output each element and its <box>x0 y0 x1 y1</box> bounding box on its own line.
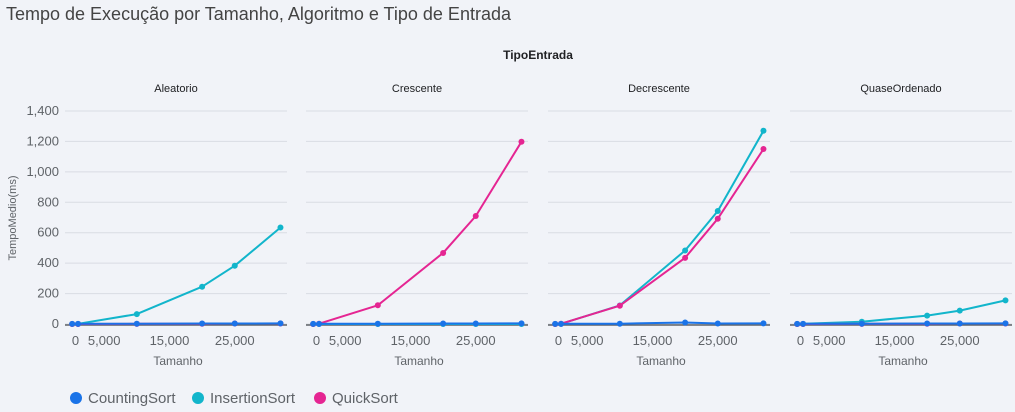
data-point-QuickSort <box>518 138 525 145</box>
x-tick-label: 15,000 <box>633 333 673 348</box>
data-point-QuickSort <box>714 215 721 222</box>
series-line-CountingSort <box>555 321 764 325</box>
series-line-QuickSort <box>555 148 765 325</box>
y-tick-label: 400 <box>37 255 59 270</box>
data-point-InsertionSort <box>199 283 206 290</box>
x-axis-label: Tamanho <box>153 354 203 368</box>
x-tick-label: 25,000 <box>940 333 980 348</box>
x-axis-label: Tamanho <box>636 354 686 368</box>
data-point-QuickSort <box>682 254 689 261</box>
y-tick-label: 600 <box>37 225 59 240</box>
y-tick-label: 1,400 <box>26 103 59 118</box>
series-line-InsertionSort <box>72 226 282 325</box>
x-tick-label: 5,000 <box>571 333 604 348</box>
data-point-InsertionSort <box>760 127 767 134</box>
data-point-InsertionSort <box>133 311 140 318</box>
data-point-CountingSort <box>310 320 317 327</box>
facet-header: TipoEntrada <box>503 48 573 62</box>
x-tick-label: 25,000 <box>456 333 496 348</box>
data-point-CountingSort <box>552 320 559 327</box>
data-point-QuickSort <box>616 302 623 309</box>
data-point-CountingSort <box>440 320 447 327</box>
facet-title-QuaseOrdenado: QuaseOrdenado <box>860 83 941 95</box>
legend-marker-InsertionSort <box>192 392 204 404</box>
x-tick-label: 25,000 <box>215 333 255 348</box>
x-tick-label: 5,000 <box>813 333 846 348</box>
x-tick-label: 0 <box>72 333 79 348</box>
facet-title-Aleatorio: Aleatorio <box>154 83 197 95</box>
x-tick-label: 0 <box>313 333 320 348</box>
x-tick-label: 25,000 <box>698 333 738 348</box>
facet-title-Crescente: Crescente <box>392 83 442 95</box>
legend-label-CountingSort: CountingSort <box>88 390 176 407</box>
data-point-CountingSort <box>316 320 323 327</box>
data-point-InsertionSort <box>924 312 931 319</box>
y-tick-label: 800 <box>37 194 59 209</box>
data-point-InsertionSort <box>956 307 963 314</box>
data-point-CountingSort <box>75 320 82 327</box>
data-point-CountingSort <box>956 320 963 327</box>
data-point-QuickSort <box>760 146 767 153</box>
data-point-CountingSort <box>682 319 689 326</box>
data-point-CountingSort <box>1002 320 1009 327</box>
legend-marker-QuickSort <box>314 392 326 404</box>
legend-marker-CountingSort <box>70 392 82 404</box>
x-tick-label: 0 <box>797 333 804 348</box>
x-tick-label: 15,000 <box>391 333 431 348</box>
data-point-InsertionSort <box>714 207 721 214</box>
legend-label-QuickSort: QuickSort <box>332 390 399 407</box>
data-point-CountingSort <box>616 320 623 327</box>
data-point-CountingSort <box>231 320 238 327</box>
data-point-CountingSort <box>924 320 931 327</box>
y-tick-label: 0 <box>52 316 59 331</box>
data-point-CountingSort <box>374 320 381 327</box>
chart-title: Tempo de Execução por Tamanho, Algoritmo… <box>6 4 511 24</box>
data-point-CountingSort <box>858 320 865 327</box>
data-point-CountingSort <box>760 320 767 327</box>
data-point-QuickSort <box>440 249 447 256</box>
data-point-CountingSort <box>277 320 284 327</box>
data-point-InsertionSort <box>231 262 238 269</box>
data-point-CountingSort <box>794 320 801 327</box>
x-tick-label: 5,000 <box>88 333 121 348</box>
data-point-CountingSort <box>714 320 721 327</box>
facet-title-Decrescente: Decrescente <box>628 83 690 95</box>
series-line-InsertionSort <box>797 299 1006 325</box>
x-tick-label: 5,000 <box>329 333 362 348</box>
y-axis-label: TempoMedio(ms) <box>7 176 19 261</box>
data-point-QuickSort <box>472 212 479 219</box>
y-tick-label: 1,000 <box>26 164 59 179</box>
data-point-CountingSort <box>518 320 525 327</box>
data-point-CountingSort <box>558 320 565 327</box>
data-point-InsertionSort <box>277 224 284 231</box>
x-tick-label: 15,000 <box>875 333 915 348</box>
x-tick-label: 0 <box>555 333 562 348</box>
data-point-CountingSort <box>800 320 807 327</box>
y-tick-label: 200 <box>37 286 59 301</box>
data-point-QuickSort <box>374 302 381 309</box>
x-axis-label: Tamanho <box>878 354 928 368</box>
legend-label-InsertionSort: InsertionSort <box>210 390 296 407</box>
x-tick-label: 15,000 <box>150 333 190 348</box>
data-point-InsertionSort <box>682 247 689 254</box>
x-axis-label: Tamanho <box>394 354 444 368</box>
data-point-CountingSort <box>472 320 479 327</box>
data-point-CountingSort <box>69 320 76 327</box>
data-point-CountingSort <box>199 320 206 327</box>
y-tick-label: 1,200 <box>26 133 59 148</box>
series-line-InsertionSort <box>555 130 765 325</box>
data-point-CountingSort <box>133 320 140 327</box>
data-point-InsertionSort <box>1002 297 1009 304</box>
